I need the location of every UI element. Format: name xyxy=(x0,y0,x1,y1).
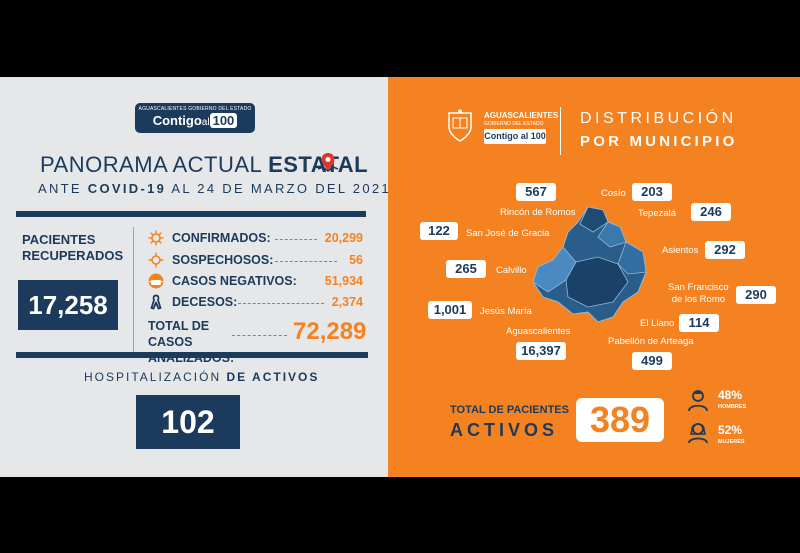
right-logo-sub: GOBIERNO DEL ESTADO xyxy=(484,121,544,127)
stat-row-confirmados: CONFIRMADOS: 20,299 xyxy=(148,230,368,248)
man-icon xyxy=(688,390,708,412)
total-active-label: TOTAL DE PACIENTES xyxy=(450,404,569,416)
hosp-part-2: DE ACTIVOS xyxy=(226,370,320,384)
total-cases-value: 72,289 xyxy=(293,318,367,345)
value-el-llano: 114 xyxy=(679,314,719,332)
sf-line-2: de los Romo xyxy=(671,294,726,305)
stat-row-decesos: DECESOS: 2,374 xyxy=(148,294,368,312)
dash-line xyxy=(275,261,337,262)
state-panel: AGUASCALIENTES GOBIERNO DEL ESTADO Conti… xyxy=(0,77,391,477)
ribbon-icon xyxy=(150,294,162,310)
stat-row-sospechosos: SOSPECHOSOS: 56 xyxy=(148,252,368,270)
virus-icon xyxy=(148,252,164,268)
location-pin-icon xyxy=(317,153,339,172)
title-part-2: ESTATAL xyxy=(268,152,369,177)
divider-top xyxy=(16,211,366,217)
divider-bottom xyxy=(16,352,368,358)
hosp-part-1: HOSPITALIZACIÓN xyxy=(84,370,227,384)
value-pabellon-de-arteaga: 499 xyxy=(632,352,672,370)
stat-label: SOSPECHOSOS: xyxy=(172,253,274,267)
page-title: PANORAMA ACTUAL ESTATAL xyxy=(40,152,368,178)
heading-line-2: POR MUNICIPIO xyxy=(580,133,738,150)
right-logo-badge: Contigo al 100 xyxy=(484,129,546,144)
label-san-jose-de-gracia: San José de Gracia xyxy=(466,228,550,239)
men-label: HOMBRES xyxy=(718,404,747,410)
page-subtitle: ANTE COVID-19 AL 24 DE MARZO DEL 2021 xyxy=(38,181,391,196)
value-rincon-de-romos: 567 xyxy=(516,183,556,201)
logo-top-text: AGUASCALIENTES GOBIERNO DEL ESTADO xyxy=(138,106,252,112)
value-cosio: 203 xyxy=(632,183,672,201)
header-divider xyxy=(560,107,561,155)
contigo-logo: AGUASCALIENTES GOBIERNO DEL ESTADO Conti… xyxy=(135,103,255,133)
stat-value: 20,299 xyxy=(324,231,363,245)
vertical-divider xyxy=(133,227,134,352)
dash-line xyxy=(232,335,287,336)
subtitle-part-3: AL 24 DE MARZO DEL 2021 xyxy=(166,181,391,196)
value-san-jose-de-gracia: 122 xyxy=(420,222,458,240)
stat-row-negativos: CASOS NEGATIVOS: 51,934 xyxy=(148,273,368,291)
heading-line-1: DISTRIBUCIÓN xyxy=(580,110,737,127)
stat-label: CASOS NEGATIVOS: xyxy=(172,274,297,288)
stat-value: 51,934 xyxy=(324,274,363,288)
hospitalization-label: HOSPITALIZACIÓN DE ACTIVOS xyxy=(84,370,319,384)
label-cosio: Cosío xyxy=(601,188,626,199)
value-tepezala: 246 xyxy=(691,203,731,221)
dash-line xyxy=(238,303,324,304)
label-rincon-de-romos: Rincón de Romos xyxy=(500,207,576,218)
mask-icon xyxy=(148,273,164,289)
sf-line-1: San Francisco xyxy=(668,282,729,293)
label-pabellon-de-arteaga: Pabellón de Arteaga xyxy=(608,336,694,347)
total-active-value: 389 xyxy=(576,398,664,442)
label-tepezala: Tepezalá xyxy=(638,208,677,219)
value-asientos: 292 xyxy=(705,241,745,259)
label-san-francisco: San Francisco de los Romo xyxy=(668,282,729,306)
women-percent: 52% xyxy=(718,423,743,437)
hospitalization-value: 102 xyxy=(136,395,240,449)
value-jesus-maria: 1,001 xyxy=(428,301,472,319)
stat-label: CONFIRMADOS: xyxy=(172,231,271,245)
woman-icon xyxy=(688,423,708,444)
municipality-panel: AGUASCALIENTES GOBIERNO DEL ESTADO Conti… xyxy=(388,77,800,477)
right-logo-top: AGUASCALIENTES xyxy=(484,111,559,120)
state-seal-icon xyxy=(448,109,472,142)
label-jesus-maria: Jesús María xyxy=(480,306,532,317)
value-aguascalientes: 16,397 xyxy=(516,342,566,360)
subtitle-part-1: ANTE xyxy=(38,181,88,196)
label-asientos: Asientos xyxy=(662,245,699,256)
logo-word-contigo: Contigo xyxy=(152,113,202,128)
label-calvillo: Calvillo xyxy=(496,265,527,276)
men-percent: 48% xyxy=(718,388,743,402)
logo-word-100: 100 xyxy=(209,113,238,128)
subtitle-part-2: COVID-19 xyxy=(87,181,167,196)
stat-value: 2,374 xyxy=(331,295,363,309)
logo-word-al: al xyxy=(201,117,210,128)
stat-label: DECESOS: xyxy=(172,295,238,309)
municipality-map xyxy=(532,206,647,323)
total-cases-label: TOTAL DE CASOS ANALIZADOS: xyxy=(148,319,235,365)
value-san-francisco: 290 xyxy=(736,286,776,304)
recovered-value: 17,258 xyxy=(18,280,118,330)
recovered-label: PACIENTES RECUPERADOS xyxy=(22,232,124,263)
label-aguascalientes: Aguascalientes xyxy=(506,326,571,337)
women-label: MUJERES xyxy=(718,439,745,445)
stat-value: 56 xyxy=(349,253,363,267)
value-calvillo: 265 xyxy=(446,260,486,278)
label-el-llano: El Llano xyxy=(640,318,675,329)
title-part-1: PANORAMA ACTUAL xyxy=(40,152,269,177)
dash-line xyxy=(275,239,317,240)
total-active-word: ACTIVOS xyxy=(450,420,559,440)
virus-icon xyxy=(148,230,164,246)
